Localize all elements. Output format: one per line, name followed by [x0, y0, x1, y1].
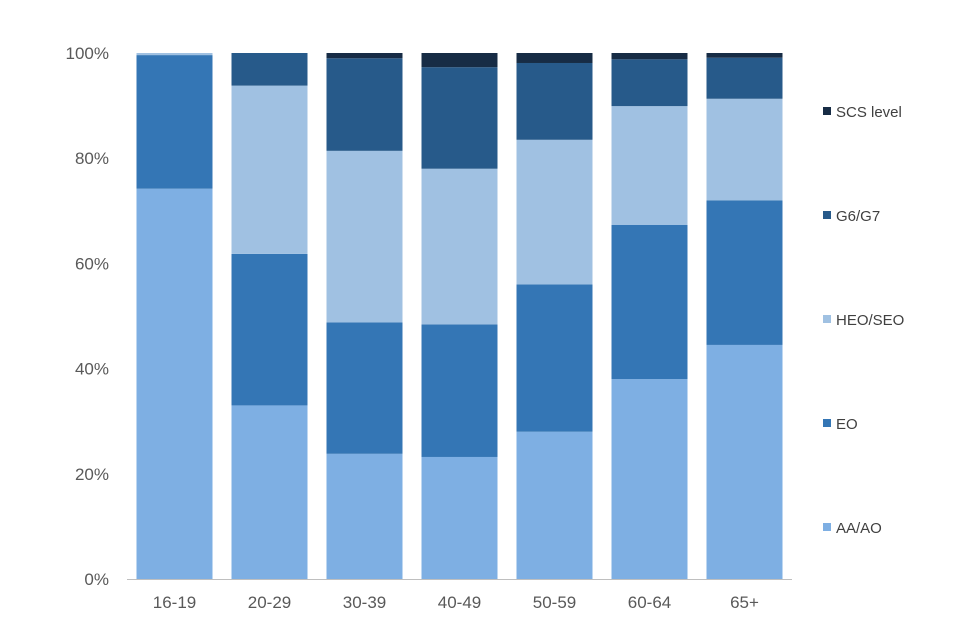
- plot-area: [136, 53, 783, 579]
- legend-swatch: [823, 315, 831, 323]
- bar-segment-scs-level-50-59: [516, 53, 593, 63]
- x-tick-label: 50-59: [533, 593, 576, 612]
- bar-segment-aa-ao-50-59: [516, 431, 593, 579]
- bar-segment-eo-50-59: [516, 284, 593, 432]
- bar-segment-eo-30-39: [326, 322, 403, 454]
- bar-segment-eo-16-19: [136, 55, 213, 189]
- x-tick-label: 65+: [730, 593, 759, 612]
- x-tick-label: 16-19: [153, 593, 196, 612]
- bar-segment-g6-g7-20-29: [231, 53, 308, 86]
- x-tick-label: 40-49: [438, 593, 481, 612]
- bar-segment-aa-ao-65-: [706, 344, 783, 579]
- bar-segment-heo-seo-50-59: [516, 139, 593, 285]
- bar-segment-g6-g7-65-: [706, 57, 783, 99]
- legend-swatch: [823, 419, 831, 427]
- bar-segment-heo-seo-20-29: [231, 85, 308, 254]
- legend-label: SCS level: [836, 104, 902, 121]
- bar-segment-heo-seo-40-49: [421, 168, 498, 325]
- y-tick-label: 80%: [75, 149, 109, 168]
- bar-segment-heo-seo-16-19: [136, 53, 213, 56]
- bar-segment-g6-g7-40-49: [421, 67, 498, 169]
- bar-segment-heo-seo-60-64: [611, 106, 688, 226]
- bar-segment-heo-seo-65-: [706, 98, 783, 201]
- bar-segment-aa-ao-40-49: [421, 456, 498, 579]
- legend-swatch: [823, 107, 831, 115]
- bar-segment-scs-level-40-49: [421, 53, 498, 68]
- y-tick-label: 0%: [84, 570, 109, 589]
- x-axis: 16-19 20-29 30-39 40-49 50-59 60-64 65+: [127, 579, 792, 612]
- legend-label: AA/AO: [836, 520, 882, 537]
- bar-segment-aa-ao-16-19: [136, 188, 213, 579]
- legend: SCS level G6/G7 HEO/SEO EO AA/AO: [823, 104, 904, 537]
- bar-segment-aa-ao-30-39: [326, 453, 403, 579]
- bar-segment-eo-65-: [706, 200, 783, 345]
- bar-segment-eo-20-29: [231, 253, 308, 406]
- bar-segment-scs-level-65-: [706, 53, 783, 58]
- bar-segment-eo-60-64: [611, 225, 688, 380]
- bar-segment-aa-ao-60-64: [611, 379, 688, 579]
- legend-label: HEO/SEO: [836, 312, 904, 329]
- x-tick-label: 20-29: [248, 593, 291, 612]
- legend-label: G6/G7: [836, 208, 880, 225]
- bar-segment-g6-g7-30-39: [326, 58, 403, 151]
- bar-segment-g6-g7-60-64: [611, 59, 688, 107]
- y-tick-label: 60%: [75, 254, 109, 273]
- y-tick-label: 40%: [75, 360, 109, 379]
- legend-swatch: [823, 211, 831, 219]
- bar-segment-eo-40-49: [421, 324, 498, 457]
- bar-segment-aa-ao-20-29: [231, 405, 308, 579]
- x-tick-label: 30-39: [343, 593, 386, 612]
- bar-segment-scs-level-60-64: [611, 53, 688, 60]
- bar-segment-heo-seo-30-39: [326, 150, 403, 323]
- legend-swatch: [823, 523, 831, 531]
- y-tick-label: 100%: [66, 44, 109, 63]
- bar-segment-g6-g7-50-59: [516, 62, 593, 140]
- x-tick-label: 60-64: [628, 593, 671, 612]
- y-axis: 0% 20% 40% 60% 80% 100%: [66, 44, 109, 589]
- bar-segment-scs-level-30-39: [326, 53, 403, 59]
- y-tick-label: 20%: [75, 465, 109, 484]
- legend-label: EO: [836, 416, 858, 433]
